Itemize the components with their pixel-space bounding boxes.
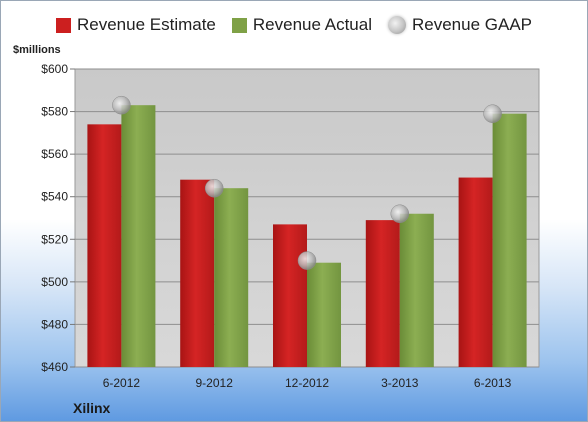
gaap-marker [112, 95, 131, 115]
gaap-marker [483, 104, 502, 123]
legend-label-actual: Revenue Actual [252, 15, 372, 34]
y-tick-label: $560 [41, 147, 68, 161]
legend-swatch-actual [231, 17, 247, 33]
y-axis-unit-label: $millions [13, 44, 61, 56]
legend-item-estimate: Revenue Estimate [55, 15, 216, 35]
legend-label-gaap: Revenue GAAP [411, 15, 532, 34]
bar-estimate [273, 224, 307, 367]
y-tick-label: $600 [41, 62, 68, 76]
legend: Revenue Estimate Revenue Actual Revenue … [1, 15, 587, 35]
bar-estimate [180, 179, 215, 367]
y-tick-label: $480 [41, 317, 68, 331]
gaap-marker [390, 204, 410, 223]
legend-item-gaap: Revenue GAAP [387, 15, 532, 35]
x-tick-label: 6-2012 [103, 376, 141, 390]
bars [87, 105, 527, 367]
y-tick-label: $500 [41, 275, 68, 289]
bar-actual [121, 105, 156, 367]
bar-actual [492, 113, 527, 367]
x-axis-ticks: 6-2012 9-2012 12-2012 3-2013 6-2013 [103, 376, 512, 390]
x-tick-label: 3-2013 [381, 376, 419, 390]
bar-actual [399, 213, 434, 367]
gaap-marker [204, 178, 224, 198]
gaap-marker [297, 251, 317, 270]
company-label: Xilinx [73, 400, 111, 416]
bar-estimate [87, 124, 122, 367]
x-tick-label: 9-2012 [196, 376, 234, 390]
bar-actual [307, 262, 341, 367]
gaap-markers [112, 95, 502, 270]
y-axis-ticks: $460 $480 $500 $520 $540 $560 $580 $600 [41, 62, 75, 374]
legend-swatch-estimate [55, 17, 71, 33]
y-tick-label: $580 [41, 105, 68, 119]
legend-item-actual: Revenue Actual [231, 15, 372, 35]
bar-estimate [458, 177, 493, 367]
legend-label-estimate: Revenue Estimate [76, 15, 216, 34]
legend-swatch-gaap [387, 16, 406, 34]
y-tick-label: $540 [41, 190, 68, 204]
bar-estimate [365, 220, 400, 367]
x-tick-label: 6-2013 [474, 376, 512, 390]
y-tick-label: $460 [41, 360, 68, 374]
y-tick-label: $520 [41, 232, 68, 246]
bar-actual [214, 188, 249, 367]
x-tick-label: 12-2012 [285, 376, 329, 390]
